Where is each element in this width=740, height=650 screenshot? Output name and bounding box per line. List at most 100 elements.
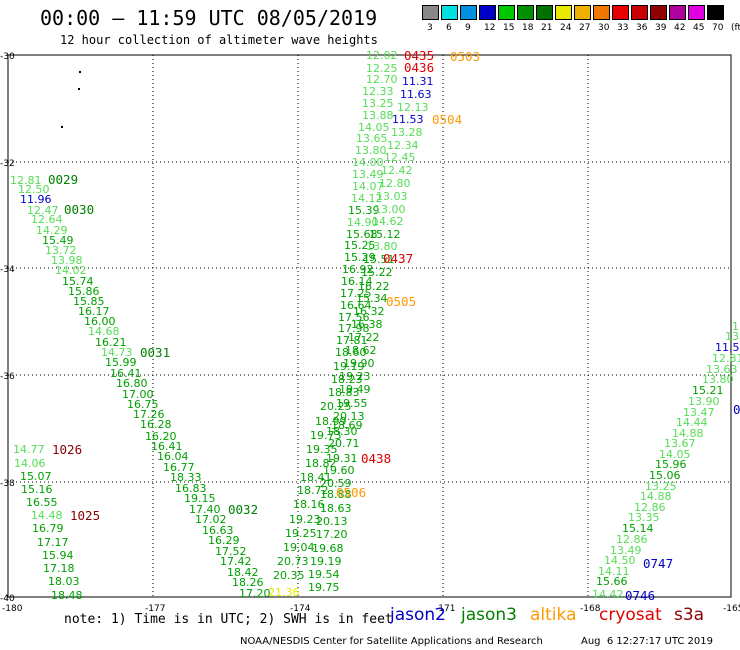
wave-height-value: 19.15 (184, 492, 216, 505)
scale-swatch (707, 5, 724, 20)
credit-line: NOAA/NESDIS Center for Satellite Applica… (240, 636, 543, 647)
wave-height-value: 18.63 (320, 502, 352, 515)
wave-height-value: 11.31 (402, 75, 434, 88)
wave-height-value: 13.00 (374, 203, 406, 216)
wave-height-value: 16.22 (358, 280, 390, 293)
scale-label: (ft) (731, 23, 740, 33)
scale-label: 36 (636, 23, 648, 33)
wave-height-value: 16.83 (175, 482, 207, 495)
wave-height-value: 20.13 (333, 410, 365, 423)
wave-height-value: 16.00 (84, 315, 116, 328)
wave-height-value: 19.68 (312, 542, 344, 555)
wave-height-value: 17.00 (122, 388, 154, 401)
wave-height-value: 11.53 (392, 113, 424, 126)
wave-height-value: 19.49 (339, 383, 371, 396)
wave-height-value: 19.75 (308, 581, 340, 594)
wave-height-value: 12.81 (10, 174, 42, 187)
wave-height-value: 14.48 (31, 509, 63, 522)
pass-time-label: 0746 (625, 588, 655, 603)
wave-height-value: 13.49 (610, 544, 642, 557)
y-tick-label: -36 (0, 372, 15, 382)
wave-height-value: 19.54 (308, 568, 340, 581)
x-tick-label: -165 (723, 604, 740, 614)
wave-height-value: 15.21 (692, 384, 724, 397)
wave-height-value: 18.42 (227, 566, 259, 579)
legend-jason2: jason2 (390, 605, 446, 625)
x-tick-label: -177 (145, 604, 165, 614)
wave-height-value: 18.26 (232, 576, 264, 589)
wave-height-value: 14.07 (352, 180, 384, 193)
wave-height-value: 16.63 (202, 524, 234, 537)
wave-height-value: 13.80 (702, 373, 734, 386)
wave-height-value: 16.04 (157, 450, 189, 463)
wave-height-value: 17.25 (340, 287, 372, 300)
wave-height-value: 18.82 (305, 457, 337, 470)
wave-height-value: 12.45 (384, 151, 416, 164)
pass-time-label: 0504 (432, 112, 462, 127)
wave-height-value: 13.88 (362, 109, 394, 122)
wave-height-value: 14.02 (55, 264, 87, 277)
wave-height-value: 13.35 (628, 511, 660, 524)
wave-height-value: 18.16 (293, 498, 325, 511)
scale-label: 24 (560, 23, 572, 33)
wave-height-value: 19.35 (306, 443, 338, 456)
footnote: note: 1) Time is in UTC; 2) SWH is in fe… (64, 612, 393, 627)
wave-height-value: 15.94 (42, 549, 74, 562)
wave-height-value: 12.81 (712, 352, 740, 365)
wave-height-value: 20.71 (328, 437, 360, 450)
wave-height-value: 12.13 (397, 101, 429, 114)
wave-height-value: 12.02 (366, 49, 398, 62)
wave-height-value: 19.90 (343, 357, 375, 370)
scale-swatch (498, 5, 515, 20)
pass-time-label: 0747 (643, 556, 673, 571)
wave-height-value: 14.06 (14, 457, 46, 470)
wave-height-value: 12.34 (387, 139, 419, 152)
wave-height-value: 16.77 (163, 461, 195, 474)
scale-label: 45 (693, 23, 705, 33)
wave-height-value: 18.72 (297, 484, 329, 497)
pass-time-label: 0505 (386, 294, 416, 309)
wave-height-value: 20.35 (273, 569, 305, 582)
wave-height-value: 14.90 (347, 216, 379, 229)
map-subtitle: 12 hour collection of altimeter wave hei… (60, 33, 378, 47)
x-tick-label: -174 (290, 604, 311, 614)
scale-label: 33 (617, 23, 629, 33)
wave-height-value: 14.05 (358, 121, 390, 134)
wave-height-value: 15.96 (655, 458, 687, 471)
wave-height-value: 13.90 (688, 395, 720, 408)
wave-height-value: 15.22 (361, 266, 393, 279)
wave-height-value: 14.62 (372, 215, 404, 228)
wave-height-value: 17.22 (348, 331, 380, 344)
wave-height-value: 15.74 (62, 275, 94, 288)
scale-swatch (650, 5, 667, 20)
pass-time-label: 0435 (404, 48, 434, 63)
wave-height-value: 12.25 (366, 62, 398, 75)
wave-height-value: 16.21 (95, 336, 127, 349)
legend-altika: altika (530, 605, 577, 625)
scale-swatch (669, 5, 686, 20)
wave-height-value: 17.26 (133, 408, 165, 421)
wave-height-value: 13.63 (706, 363, 738, 376)
wave-height-value: 13.25 (645, 480, 677, 493)
wave-height-value: 18.88 (320, 488, 352, 501)
scale-label: 18 (522, 23, 534, 33)
scale-swatch (612, 5, 629, 20)
wave-height-value: 18.41 (300, 471, 332, 484)
wave-height-value: 13.72 (45, 244, 77, 257)
marker-dot (78, 88, 80, 90)
wave-height-value: 19.19 (310, 555, 342, 568)
scale-swatch (631, 5, 648, 20)
wave-height-value: 18.48 (51, 589, 83, 602)
wave-height-value: 12.42 (381, 164, 413, 177)
scale-label: 70 (712, 23, 724, 33)
wave-height-value: 17.42 (220, 555, 252, 568)
map-title: 00:00 – 11:59 UTC 08/05/2019 (40, 6, 378, 30)
wave-height-value: 19.31 (326, 452, 358, 465)
scale-swatch (441, 5, 458, 20)
scale-swatch (574, 5, 591, 20)
wave-height-value: 14.88 (640, 490, 672, 503)
wave-height-value: 12.70 (366, 73, 398, 86)
wave-height-value: 13.49 (352, 168, 384, 181)
scale-swatch (688, 5, 705, 20)
